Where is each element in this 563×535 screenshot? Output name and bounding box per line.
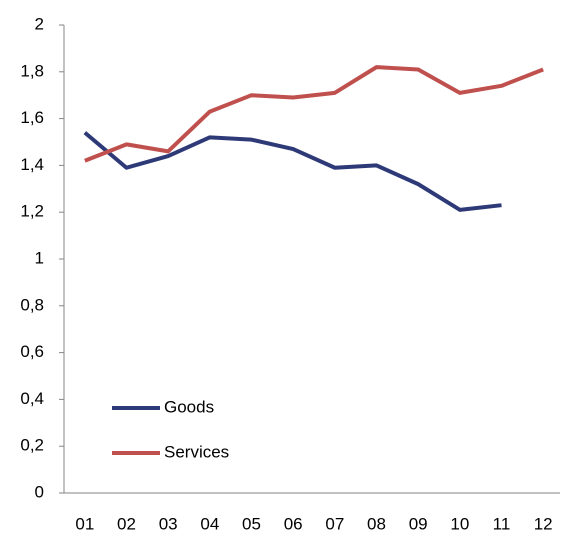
y-tick-label: 0,4 [20,389,44,408]
y-tick-label: 1 [35,248,44,267]
x-tick-label: 07 [325,514,344,533]
x-tick-label: 03 [159,514,178,533]
y-tick-label: 1,6 [20,108,44,127]
y-tick-label: 1,4 [20,155,44,174]
y-tick-label: 1,2 [20,202,44,221]
x-tick-label: 10 [450,514,469,533]
y-tick-label: 0,2 [20,436,44,455]
x-tick-label: 02 [117,514,136,533]
x-tick-label: 05 [242,514,261,533]
x-tick-label: 08 [367,514,386,533]
x-tick-label: 11 [493,514,511,533]
y-tick-label: 2 [35,14,44,33]
series-line [83,131,502,212]
y-tick-label: 0,8 [20,295,44,314]
x-tick-label: 04 [200,514,219,533]
x-tick-label: 06 [284,514,303,533]
y-tick-label: 0,6 [20,342,44,361]
y-tick-label: 1,8 [20,61,44,80]
series-line [84,65,544,163]
y-tick-label: 0 [35,482,44,501]
legend-label: Services [164,442,229,461]
x-tick-label: 01 [75,514,94,533]
x-tick-label: 09 [409,514,428,533]
x-tick-label: 12 [534,514,553,533]
legend-label: Goods [164,397,214,416]
